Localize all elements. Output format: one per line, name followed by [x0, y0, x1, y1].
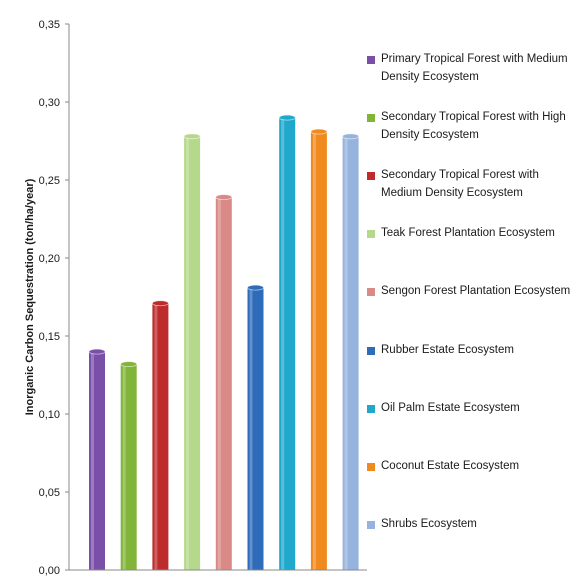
- y-tick-label: 0,00: [39, 565, 60, 577]
- legend-swatch: [367, 172, 375, 180]
- y-tick-label: 0,20: [39, 253, 60, 265]
- legend-swatch: [367, 288, 375, 296]
- legend-item: Coconut Estate Ecosystem: [367, 459, 575, 475]
- y-tick-label: 0,05: [39, 487, 60, 499]
- bar-top: [120, 361, 138, 367]
- legend-label: Primary Tropical Forest with Medium Dens…: [381, 53, 568, 83]
- bar-highlight: [344, 137, 348, 570]
- y-tick-label: 0,35: [39, 19, 60, 31]
- legend-label: Teak Forest Plantation Ecosystem: [381, 227, 555, 239]
- bar-top: [342, 133, 360, 140]
- legend-item: Secondary Tropical Forest with Medium De…: [367, 168, 575, 202]
- bar-highlight: [217, 198, 221, 570]
- bar: [310, 131, 327, 570]
- legend-swatch: [367, 463, 375, 471]
- bar: [89, 351, 105, 570]
- legend-swatch: [367, 347, 375, 355]
- y-tick-label: 0,10: [39, 409, 60, 421]
- bar: [184, 136, 201, 570]
- bar-highlight: [122, 365, 126, 570]
- legend-label: Sengon Forest Plantation Ecosystem: [381, 285, 571, 297]
- bar-top: [310, 128, 328, 135]
- legend-item: Sengon Forest Plantation Ecosystem: [367, 284, 575, 300]
- legend-item: Teak Forest Plantation Ecosystem: [367, 226, 575, 242]
- bar-top: [88, 348, 106, 355]
- bar-highlight: [281, 118, 285, 570]
- legend-item: Oil Palm Estate Ecosystem: [367, 401, 575, 417]
- legend-label: Rubber Estate Ecosystem: [381, 344, 514, 356]
- bar-top: [278, 114, 296, 121]
- legend-item: Shrubs Ecosystem: [367, 517, 575, 533]
- legend-label: Secondary Tropical Forest with Medium De…: [381, 169, 539, 199]
- bar-highlight: [154, 304, 158, 570]
- bar-top: [151, 300, 169, 307]
- legend-item: Secondary Tropical Forest with High Dens…: [367, 110, 575, 144]
- legend-swatch: [367, 230, 375, 238]
- legend-swatch: [367, 521, 375, 529]
- bar: [247, 287, 264, 570]
- legend-item: Rubber Estate Ecosystem: [367, 343, 575, 359]
- y-tick-label: 0,25: [39, 175, 60, 187]
- y-tick-label: 0,15: [39, 331, 60, 343]
- bar-highlight: [249, 288, 253, 570]
- bar-top: [215, 194, 233, 201]
- bar: [120, 364, 137, 570]
- y-tick-label: 0,30: [39, 97, 60, 109]
- bar-highlight: [186, 137, 190, 570]
- legend-swatch: [367, 405, 375, 413]
- legend-swatch: [367, 56, 375, 64]
- legend-label: Shrubs Ecosystem: [381, 518, 477, 530]
- bar: [215, 197, 232, 570]
- bar-highlight: [312, 132, 316, 570]
- legend-label: Oil Palm Estate Ecosystem: [381, 402, 520, 414]
- bar: [342, 136, 359, 570]
- bar-top: [247, 284, 264, 291]
- bar: [152, 303, 169, 570]
- legend-label: Secondary Tropical Forest with High Dens…: [381, 111, 566, 141]
- bar-top: [183, 133, 201, 140]
- legend-swatch: [367, 114, 375, 122]
- y-axis-label: Inorganic Carbon Sequestration (ton/ha/y…: [24, 178, 36, 415]
- bar-highlight: [91, 352, 94, 570]
- bar: [279, 117, 296, 570]
- legend-item: Primary Tropical Forest with Medium Dens…: [367, 52, 575, 86]
- legend-label: Coconut Estate Ecosystem: [381, 460, 520, 472]
